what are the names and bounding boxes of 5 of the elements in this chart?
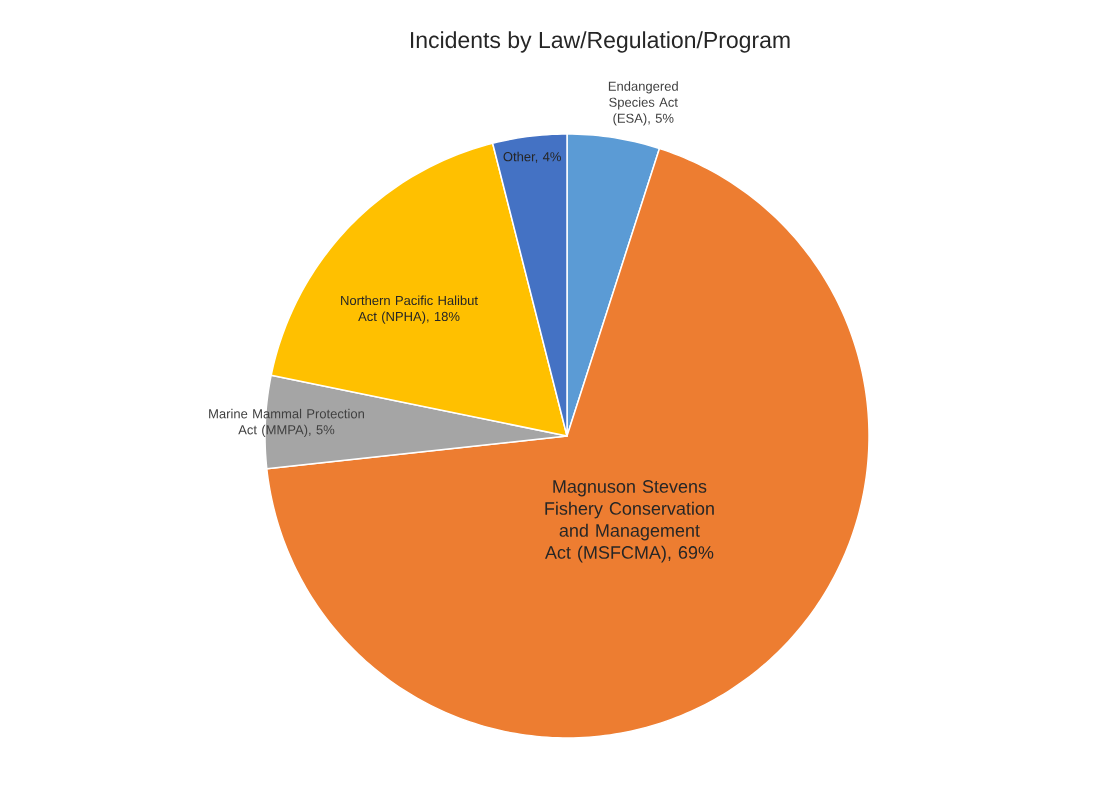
slice-label: Northern Pacific Halibut Act (NPHA), 18%: [341, 295, 478, 324]
slice-label: Endangered Species Act (ESA), 5%: [608, 81, 678, 126]
chart-title: Incidents by Law/Regulation/Program: [411, 31, 790, 53]
slice-label: Other, 4%: [503, 151, 561, 163]
slice-label: Magnuson Stevens Fishery Conservation and Management Act (MSFCMA), 69%: [544, 480, 714, 563]
